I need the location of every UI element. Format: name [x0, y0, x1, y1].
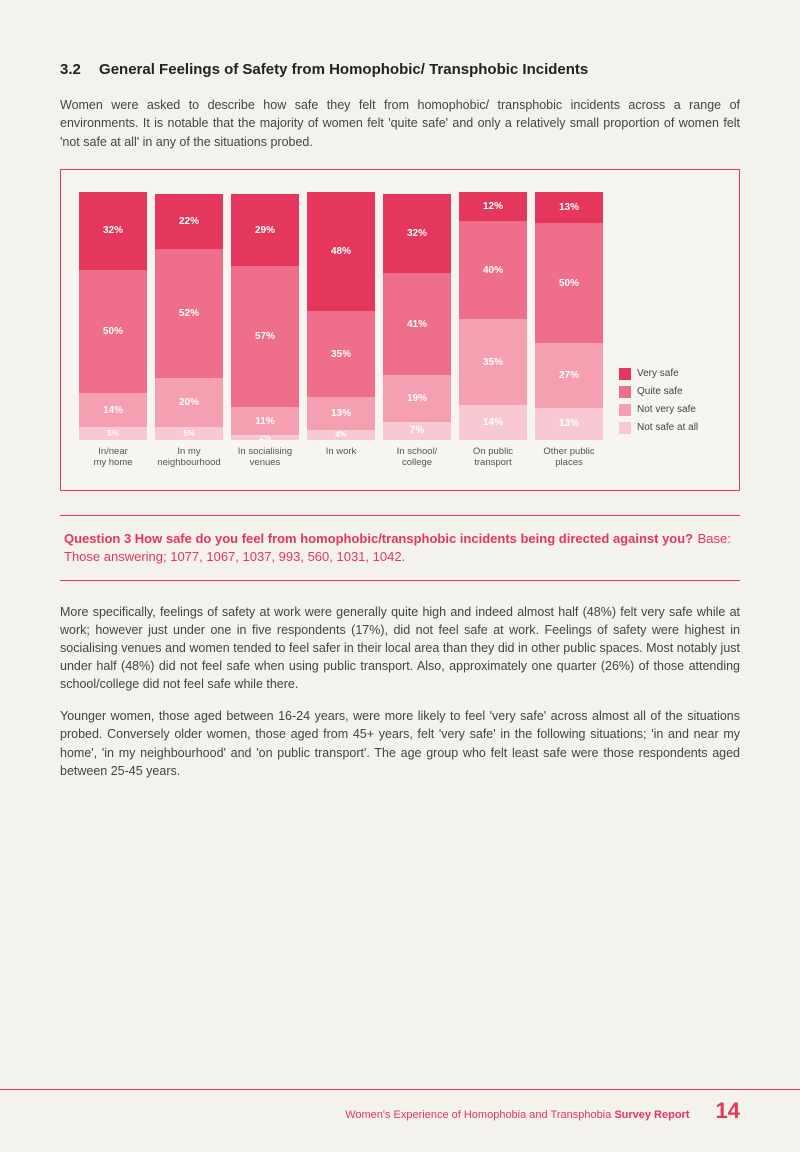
- bar-stack: 32%50%14%5%: [79, 192, 147, 440]
- bar-segment-quite-safe: 35%: [307, 311, 375, 398]
- question-title: Question 3 How safe do you feel from hom…: [64, 531, 693, 546]
- bar-segment-not-very-safe: 11%: [231, 407, 299, 434]
- bar-segment-very-safe: 32%: [79, 192, 147, 271]
- bar-segment-very-safe: 12%: [459, 192, 527, 221]
- bar-segment-quite-safe: 50%: [79, 270, 147, 393]
- bar-segment-very-safe: 22%: [155, 194, 223, 249]
- bar-segment-not-very-safe: 19%: [383, 375, 451, 422]
- bar-column: 29%57%11%2% In socialisingvenues: [231, 192, 299, 472]
- body-paragraph-2: Younger women, those aged between 16-24 …: [60, 707, 740, 780]
- legend-label: Not safe at all: [637, 422, 698, 433]
- bar-segment-quite-safe: 52%: [155, 249, 223, 378]
- bar-stack: 32%41%19%7%: [383, 192, 451, 440]
- legend-label: Quite safe: [637, 386, 683, 397]
- bar-segment-quite-safe: 50%: [535, 223, 603, 343]
- bar-column: 12%40%35%14% On publictransport: [459, 192, 527, 472]
- intro-paragraph: Women were asked to describe how safe th…: [60, 96, 740, 150]
- bar-segment-very-safe: 29%: [231, 194, 299, 266]
- bar-stack: 13%50%27%13%: [535, 192, 603, 440]
- bar-segment-very-safe: 48%: [307, 192, 375, 311]
- category-label: In myneighbourhood: [155, 446, 223, 472]
- footer-page-number: 14: [716, 1098, 740, 1124]
- legend-swatch: [619, 404, 631, 416]
- bar-segment-not-very-safe: 14%: [79, 393, 147, 427]
- legend-item: Very safe: [619, 368, 721, 380]
- bar-segment-not-safe-at-all: 7%: [383, 422, 451, 439]
- bar-stack: 12%40%35%14%: [459, 192, 527, 440]
- bar-segment-not-safe-at-all: 14%: [459, 405, 527, 439]
- bar-segment-not-safe-at-all: 13%: [535, 408, 603, 439]
- bar-column: 32%41%19%7% In school/college: [383, 192, 451, 472]
- legend-swatch: [619, 386, 631, 398]
- bar-segment-quite-safe: 40%: [459, 221, 527, 319]
- category-label: In/nearmy home: [79, 446, 147, 472]
- legend-item: Not very safe: [619, 404, 721, 416]
- legend-swatch: [619, 422, 631, 434]
- page-footer: Women's Experience of Homophobia and Tra…: [0, 1089, 800, 1124]
- category-label: Other publicplaces: [535, 446, 603, 472]
- section-number: 3.2: [60, 60, 81, 80]
- legend-item: Not safe at all: [619, 422, 721, 434]
- bar-column: 48%35%13%4% In work: [307, 192, 375, 472]
- legend-item: Quite safe: [619, 386, 721, 398]
- body-paragraph-1: More specifically, feelings of safety at…: [60, 603, 740, 694]
- category-label: In socialisingvenues: [231, 446, 299, 472]
- bar-segment-not-safe-at-all: 2%: [231, 435, 299, 440]
- section-title-text: General Feelings of Safety from Homophob…: [99, 61, 588, 78]
- stacked-bar-chart: 32%50%14%5%In/nearmy home22%52%20%5%In m…: [79, 192, 721, 472]
- bar-column: 13%50%27%13%Other publicplaces: [535, 192, 603, 472]
- category-label: In school/college: [383, 446, 451, 472]
- bar-stack: 22%52%20%5%: [155, 192, 223, 440]
- footer-report-prefix: Women's Experience of Homophobia and Tra…: [345, 1109, 614, 1121]
- bar-segment-not-very-safe: 27%: [535, 343, 603, 408]
- bar-segment-quite-safe: 41%: [383, 273, 451, 375]
- bar-segment-very-safe: 13%: [535, 192, 603, 223]
- chart-legend: Very safe Quite safe Not very safe Not safe…: [611, 368, 721, 472]
- chart-container: 32%50%14%5%In/nearmy home22%52%20%5%In m…: [60, 169, 740, 491]
- section-heading: 3.2 General Feelings of Safety from Homo…: [60, 60, 740, 80]
- footer-report-title: Women's Experience of Homophobia and Tra…: [345, 1109, 689, 1121]
- bar-column: 32%50%14%5% In/nearmy home: [79, 192, 147, 472]
- category-label: In work: [307, 446, 375, 472]
- bar-segment-not-very-safe: 20%: [155, 378, 223, 428]
- bar-stack: 29%57%11%2%: [231, 192, 299, 440]
- bar-stack: 48%35%13%4%: [307, 192, 375, 440]
- footer-report-bold: Survey Report: [614, 1109, 689, 1121]
- bar-segment-not-very-safe: 13%: [307, 397, 375, 429]
- bar-segment-quite-safe: 57%: [231, 266, 299, 407]
- bar-segment-very-safe: 32%: [383, 194, 451, 273]
- bar-segment-not-very-safe: 35%: [459, 319, 527, 405]
- category-label: On publictransport: [459, 446, 527, 472]
- bar-column: 22%52%20%5% In myneighbourhood: [155, 192, 223, 472]
- bar-segment-not-safe-at-all: 4%: [307, 430, 375, 440]
- question-block: Question 3 How safe do you feel from hom…: [60, 515, 740, 581]
- legend-swatch: [619, 368, 631, 380]
- bar-segment-not-safe-at-all: 5%: [79, 427, 147, 439]
- legend-label: Not very safe: [637, 404, 696, 415]
- bar-segment-not-safe-at-all: 5%: [155, 427, 223, 439]
- legend-label: Very safe: [637, 368, 679, 379]
